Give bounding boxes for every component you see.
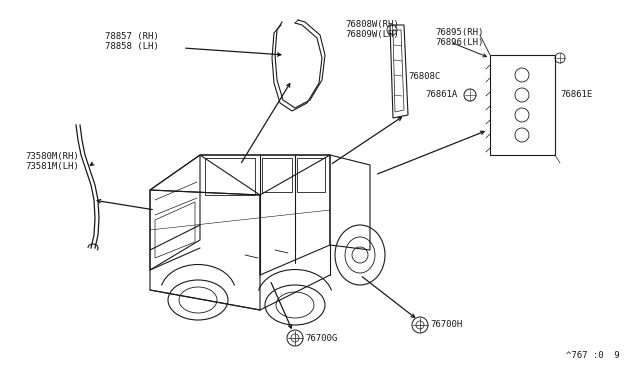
Text: 76700G: 76700G xyxy=(305,334,337,343)
Text: 76861E: 76861E xyxy=(560,90,592,99)
Text: ^767 :0  9: ^767 :0 9 xyxy=(566,351,620,360)
Text: 76861A: 76861A xyxy=(425,90,457,99)
Text: 76808C: 76808C xyxy=(408,72,440,81)
Text: 76808W(RH)
76809W(LH): 76808W(RH) 76809W(LH) xyxy=(345,20,399,39)
Text: 76895(RH)
76896(LH): 76895(RH) 76896(LH) xyxy=(435,28,483,47)
Text: 78857 (RH)
78858 (LH): 78857 (RH) 78858 (LH) xyxy=(105,32,159,51)
Text: 73580M(RH)
73581M(LH): 73580M(RH) 73581M(LH) xyxy=(25,152,79,171)
Text: 76700H: 76700H xyxy=(430,320,462,329)
